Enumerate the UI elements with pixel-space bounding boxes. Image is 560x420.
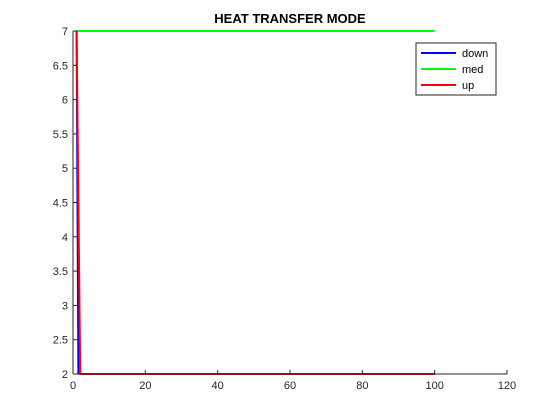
- y-tick-label: 5.5: [53, 129, 68, 141]
- y-tick-label: 2.5: [53, 335, 68, 347]
- y-tick-label: 3: [62, 300, 68, 312]
- x-tick-label: 0: [70, 380, 76, 392]
- y-tick-label: 4.5: [53, 198, 68, 210]
- legend-label-med: med: [462, 64, 483, 76]
- y-tick-label: 6: [62, 95, 68, 107]
- x-tick-label: 60: [284, 380, 296, 392]
- y-tick-label: 5: [62, 163, 68, 175]
- x-tick-label: 40: [212, 380, 224, 392]
- y-tick-label: 7: [62, 26, 68, 38]
- y-tick-label: 3.5: [53, 266, 68, 278]
- y-tick-label: 6.5: [53, 60, 68, 72]
- x-ticks: 0 20 40 60 80 100 120: [70, 370, 516, 392]
- chart-title: HEAT TRANSFER MODE: [214, 11, 366, 26]
- y-tick-label: 2: [62, 369, 68, 381]
- legend-label-down: down: [462, 48, 488, 60]
- x-tick-label: 120: [498, 380, 516, 392]
- y-ticks: 2 2.5 3 3.5 4 4.5 5 5.5 6 6.5 7: [53, 26, 77, 381]
- x-tick-label: 80: [356, 380, 368, 392]
- y-tick-label: 4: [62, 232, 68, 244]
- legend-label-up: up: [462, 80, 474, 92]
- legend: down med up: [415, 42, 497, 96]
- x-tick-label: 100: [425, 380, 443, 392]
- x-tick-label: 20: [139, 380, 151, 392]
